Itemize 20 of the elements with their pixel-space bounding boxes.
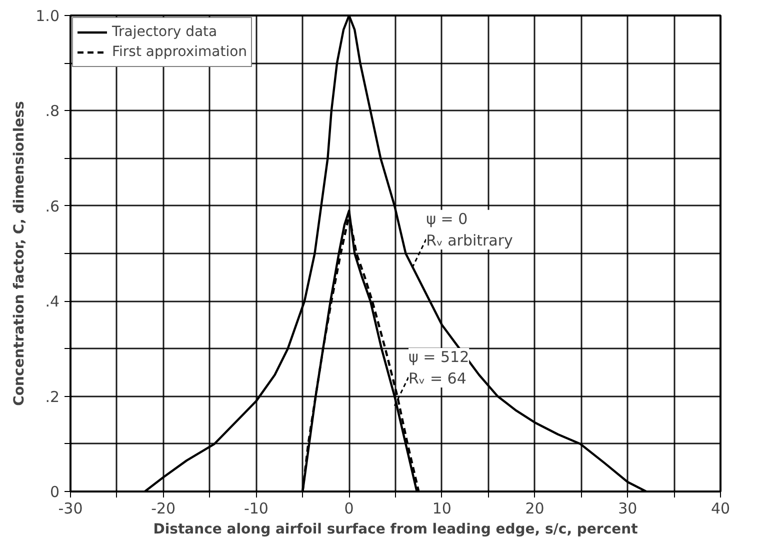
x-tick-label: 10: [432, 500, 452, 518]
x-axis-title: Distance along airfoil surface from leading edge, s/c, percent: [153, 522, 638, 538]
y-axis-title: Concentration factor, C, dimensionless: [12, 101, 28, 406]
y-tick-label: .6: [45, 197, 60, 216]
y-tick-label: 0: [50, 483, 60, 501]
x-tick-label: 0: [344, 500, 354, 518]
legend-label: First approximation: [112, 44, 248, 60]
legend-label: Trajectory data: [112, 24, 218, 40]
x-tick-label: -30: [58, 500, 83, 518]
annotation: ψ = 512 Rᵥ = 64: [408, 348, 470, 388]
y-tick-label: .2: [45, 388, 60, 406]
x-tick-label: 30: [618, 500, 638, 518]
annotation: ψ = 0 Rᵥ arbitrary: [426, 210, 514, 250]
x-tick-label: -10: [244, 500, 268, 518]
x-tick-label: -20: [151, 500, 176, 518]
x-tick-label: 20: [525, 500, 544, 518]
y-tick-label: .4: [45, 292, 60, 311]
y-tick-label: .8: [45, 102, 60, 120]
x-tick-label: 40: [710, 500, 730, 518]
y-tick-label: 1.0: [36, 7, 60, 25]
